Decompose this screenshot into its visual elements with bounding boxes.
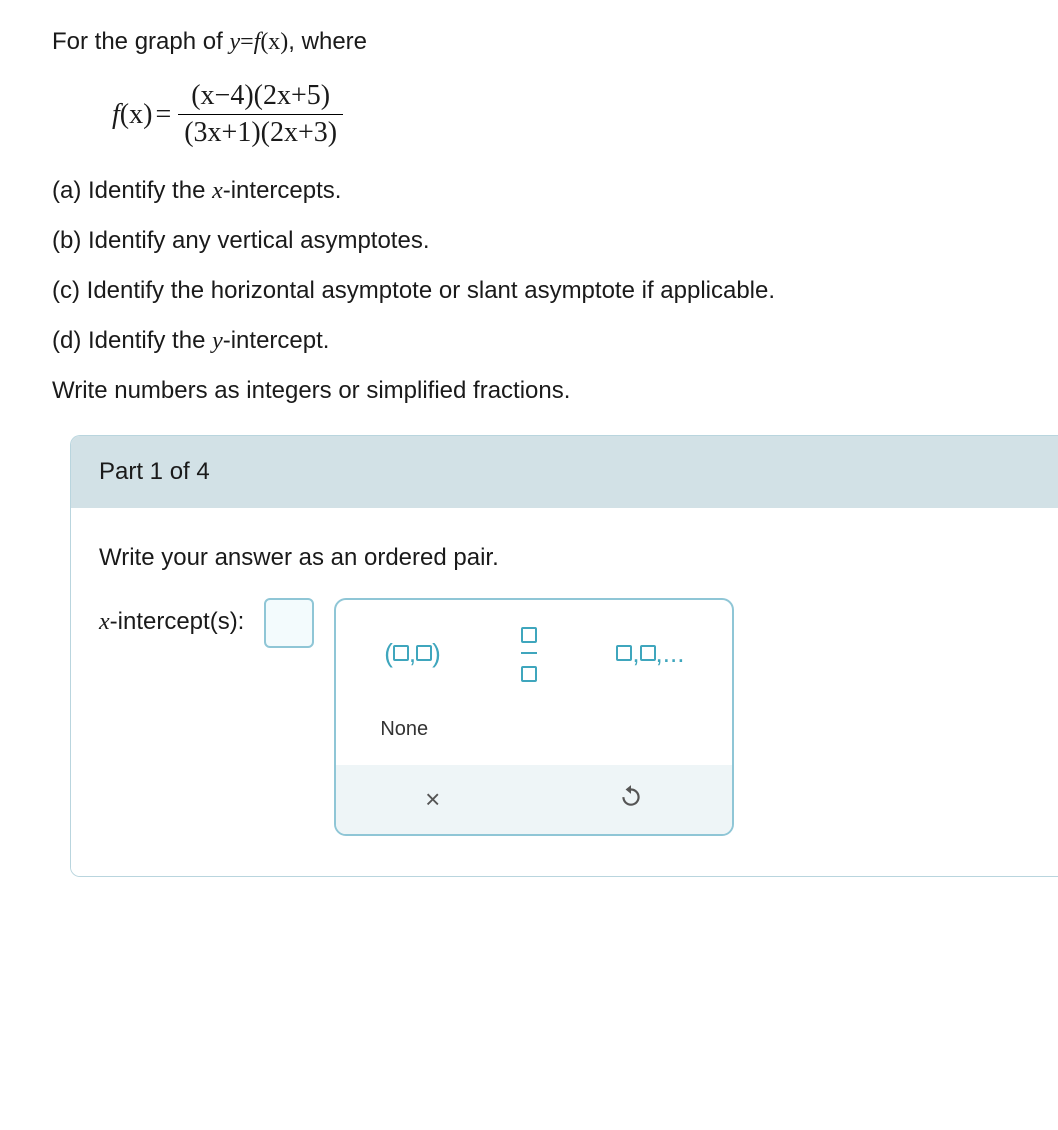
- intro-prefix: For the graph of: [52, 28, 229, 55]
- part-d: (d) Identify the y-intercept.: [52, 327, 1058, 355]
- var-y: y: [229, 29, 240, 55]
- answer-panel: Part 1 of 4 Write your answer as an orde…: [70, 435, 1058, 877]
- eq-f: f: [112, 99, 120, 131]
- eq-denominator: (3x+1)(2x+3): [178, 114, 343, 149]
- answer-label-rest: -intercept(s):: [110, 608, 245, 635]
- palette-none-button[interactable]: None: [336, 698, 732, 765]
- paren-x: (x): [260, 29, 288, 55]
- part-c: (c) Identify the horizontal asymptote or…: [52, 277, 1058, 305]
- palette-footer: ×: [336, 765, 732, 834]
- symbol-palette: (,) ,,... None ×: [334, 598, 734, 836]
- answer-input[interactable]: [264, 598, 314, 648]
- part-a: (a) Identify the x-intercepts.: [52, 177, 1058, 205]
- placeholder-icon: [521, 627, 537, 643]
- placeholder-icon: [521, 666, 537, 682]
- placeholder-icon: [616, 645, 632, 661]
- placeholder-icon: [640, 645, 656, 661]
- intro-text: For the graph of y=f(x), where: [52, 28, 1058, 56]
- answer-label: x-intercept(s):: [99, 598, 244, 636]
- list-ellipsis: ...: [663, 638, 685, 669]
- reset-icon: [618, 783, 644, 809]
- palette-clear-button[interactable]: ×: [425, 784, 440, 815]
- op-sep: ,: [409, 638, 416, 669]
- placeholder-icon: [416, 645, 432, 661]
- palette-reset-button[interactable]: [618, 783, 644, 816]
- placeholder-icon: [393, 645, 409, 661]
- list-sep2: ,: [656, 638, 663, 669]
- equation-fraction: (x−4)(2x+5) (3x+1)(2x+3): [178, 80, 343, 149]
- palette-ordered-pair-button[interactable]: (,): [384, 638, 441, 669]
- equation-block: f (x) = (x−4)(2x+5) (3x+1)(2x+3): [112, 80, 1058, 149]
- equals-sign: =: [240, 29, 254, 55]
- panel-body: Write your answer as an ordered pair. x-…: [71, 508, 1058, 876]
- answer-label-x: x: [99, 609, 110, 635]
- list-sep: ,: [632, 638, 639, 669]
- palette-fraction-button[interactable]: [521, 618, 537, 688]
- op-close: ): [432, 638, 441, 669]
- op-open: (: [384, 638, 393, 669]
- panel-header: Part 1 of 4: [71, 436, 1058, 508]
- palette-list-button[interactable]: ,,...: [616, 638, 684, 669]
- panel-prompt: Write your answer as an ordered pair.: [99, 544, 1030, 572]
- eq-paren-x: (x): [120, 99, 153, 131]
- instruction-text: Write numbers as integers or simplified …: [52, 377, 1058, 405]
- eq-equals: =: [155, 99, 171, 131]
- intro-suffix: , where: [288, 28, 367, 55]
- part-b: (b) Identify any vertical asymptotes.: [52, 227, 1058, 255]
- eq-numerator: (x−4)(2x+5): [185, 80, 336, 114]
